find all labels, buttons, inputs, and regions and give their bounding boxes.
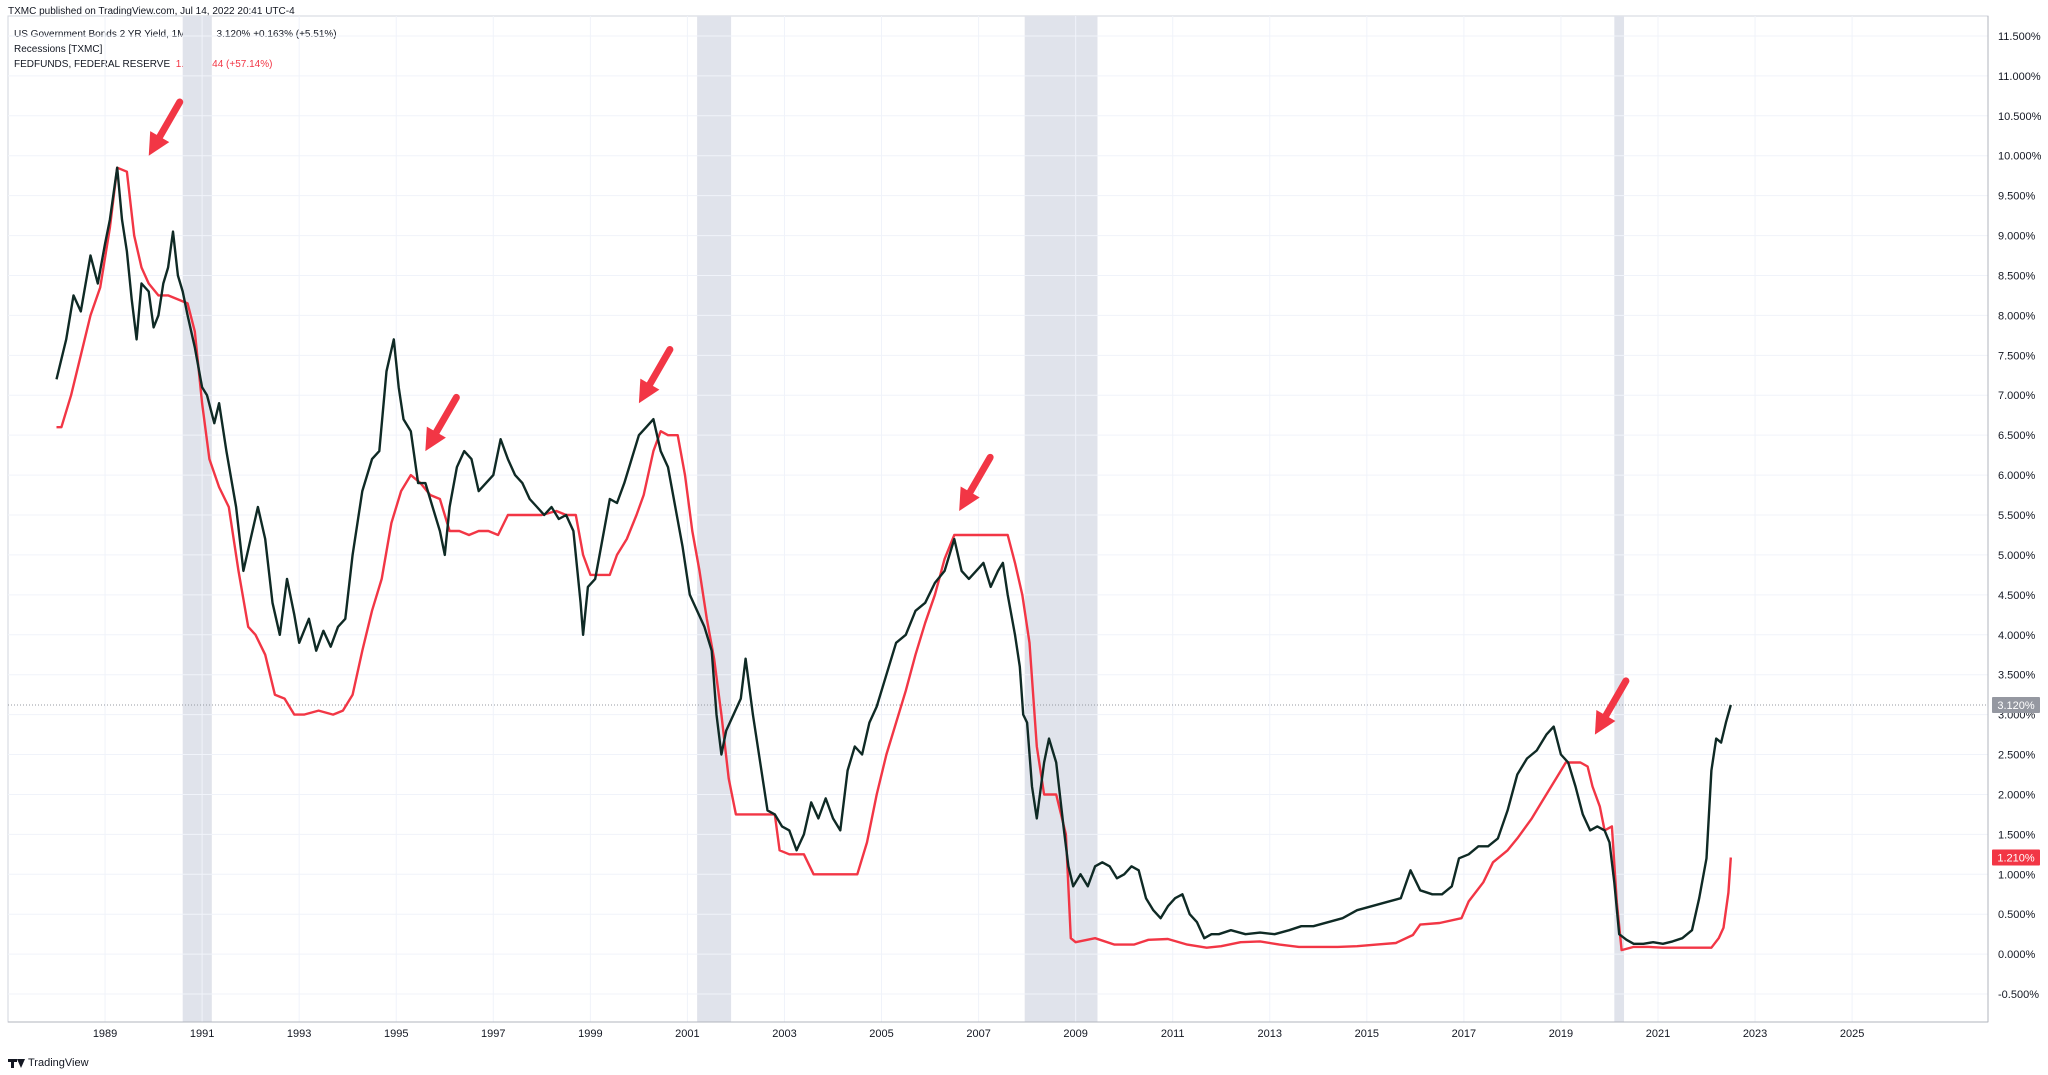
arrow-head [959, 486, 980, 512]
x-tick-label: 2023 [1743, 1028, 1767, 1040]
x-tick-label: 2015 [1355, 1028, 1379, 1040]
y-tick-label: -0.500% [1998, 989, 2039, 1001]
plot-frame [7, 15, 1989, 1023]
last-value-badge [1992, 697, 2040, 714]
y-tick-label: 7.000% [1998, 390, 2036, 402]
x-tick-label: 2019 [1549, 1028, 1573, 1040]
recession-band [182, 16, 212, 1022]
x-tick-label: 1989 [93, 1028, 117, 1040]
last-value-badge [1992, 849, 2040, 866]
recession-band [1024, 16, 1098, 1022]
y-tick-label: 4.000% [1998, 630, 2036, 642]
y-tick-label: 9.500% [1998, 191, 2036, 203]
y-tick-label: 8.000% [1998, 310, 2036, 322]
annotation-arrow [959, 453, 994, 512]
annotation-arrow [425, 393, 460, 452]
legend-fedfunds-label: FEDFUNDS, FEDERAL RESERVE [14, 59, 171, 70]
x-tick-label: 2025 [1840, 1028, 1864, 1040]
x-tick-label: 1993 [287, 1028, 311, 1040]
tradingview-brand: TradingView [28, 1057, 89, 1069]
last-value-label: 1.210% [1997, 853, 2035, 865]
legend-row-yield[interactable]: US Government Bonds 2 YR Yield, 1M, TVC … [14, 27, 337, 42]
legend-yield-label: US Government Bonds 2 YR Yield, 1M, TVC [14, 29, 211, 40]
legend-fedfunds-change: +0.44 (+57.14%) [197, 59, 273, 70]
y-tick-label: 11.500% [1998, 31, 2041, 43]
arrow-head [638, 378, 660, 404]
recession-band [1614, 16, 1625, 1022]
y-tick-label: 3.500% [1998, 670, 2036, 682]
y-tick-label: 10.000% [1998, 151, 2042, 163]
x-tick-label: 1999 [578, 1028, 602, 1040]
y-tick-label: 10.500% [1998, 111, 2042, 123]
y-tick-label: 4.500% [1998, 590, 2036, 602]
arrow-head [148, 131, 170, 156]
arrow-head [425, 426, 446, 452]
y-tick-label: 7.500% [1998, 350, 2036, 362]
y-tick-label: 1.000% [1998, 869, 2036, 881]
recession-band [697, 16, 732, 1022]
x-tick-label: 1991 [190, 1028, 214, 1040]
x-tick-label: 2017 [1452, 1028, 1476, 1040]
tradingview-footer[interactable]: TradingView [8, 1057, 89, 1069]
legend-yield-value: 3.120% [216, 29, 251, 40]
x-tick-label: 1997 [481, 1028, 505, 1040]
arrow-shaft [1600, 677, 1630, 723]
y-tick-label: 6.500% [1998, 430, 2036, 442]
x-tick-label: 2005 [869, 1028, 893, 1040]
annotation-arrow [638, 346, 674, 404]
y-tick-label: 9.000% [1998, 231, 2036, 243]
y-tick-label: 11.000% [1998, 71, 2041, 83]
legend-yield-change: +0.163% (+5.51%) [253, 29, 337, 40]
y-tick-label: 0.000% [1998, 949, 2036, 961]
yield-line [55, 166, 1732, 945]
y-tick-label: 2.000% [1998, 789, 2036, 801]
fedfunds-line [56, 166, 1732, 952]
x-tick-label: 2001 [675, 1028, 699, 1040]
y-tick-label: 8.500% [1998, 270, 2036, 282]
y-tick-label: 1.500% [1998, 829, 2036, 841]
x-tick-label: 2013 [1258, 1028, 1282, 1040]
annotation-arrow [148, 98, 184, 156]
arrow-shaft [154, 98, 184, 144]
y-tick-label: 6.000% [1998, 470, 2036, 482]
arrow-head [1594, 710, 1616, 735]
arrow-shaft [964, 453, 994, 499]
y-tick-label: 2.500% [1998, 750, 2036, 762]
y-tick-label: 0.500% [1998, 909, 2036, 921]
x-tick-label: 2011 [1161, 1028, 1185, 1040]
published-info: TXMC published on TradingView.com, Jul 1… [8, 6, 295, 17]
tradingview-logo-icon [8, 1058, 25, 1068]
x-tick-label: 2003 [772, 1028, 796, 1040]
y-tick-label: 5.500% [1998, 510, 2036, 522]
arrow-shaft [644, 346, 674, 392]
legend-row-recessions[interactable]: Recessions [TXMC] [14, 42, 337, 57]
x-tick-label: 2007 [966, 1028, 990, 1040]
x-tick-label: 2009 [1063, 1028, 1087, 1040]
legend-recessions-label: Recessions [TXMC] [14, 44, 103, 55]
x-tick-label: 1995 [384, 1028, 408, 1040]
last-value-label: 3.120% [1997, 700, 2035, 712]
annotation-arrow [1594, 677, 1630, 735]
x-tick-label: 2021 [1646, 1028, 1670, 1040]
arrow-shaft [430, 393, 460, 440]
y-tick-label: 5.000% [1998, 550, 2036, 562]
